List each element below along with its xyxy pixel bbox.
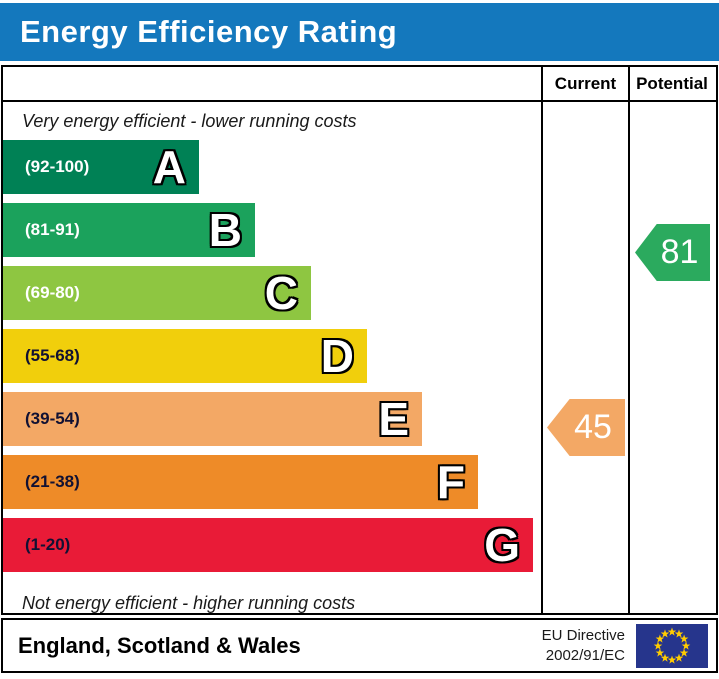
table-header-row: Current Potential — [3, 67, 716, 102]
header-spacer — [3, 67, 541, 100]
band-f-letter: F — [436, 456, 465, 508]
bottom-note: Not energy efficient - higher running co… — [22, 593, 356, 613]
potential-column: 81 — [628, 102, 714, 613]
current-rating-arrow: 45 — [547, 399, 625, 456]
band-row-e: (39-54) E — [3, 392, 541, 446]
title-bar: Energy Efficiency Rating — [0, 3, 719, 61]
band-row-a: (92-100) A — [3, 140, 541, 194]
footer-bar: England, Scotland & Wales EU Directive 2… — [1, 618, 718, 673]
top-note: Very energy efficient - lower running co… — [22, 111, 357, 131]
band-f-bar: (21-38) F — [3, 455, 478, 509]
current-column: 45 — [541, 102, 628, 613]
band-d-range-label: (55-68) — [25, 346, 80, 365]
band-c-range-label: (69-80) — [25, 283, 80, 302]
band-row-f: (21-38) F — [3, 455, 541, 509]
band-row-d: (55-68) D — [3, 329, 541, 383]
band-b-bar: (81-91) B — [3, 203, 255, 257]
band-a-range-label: (92-100) — [25, 157, 90, 176]
band-row-b: (81-91) B — [3, 203, 541, 257]
band-d-letter: D — [320, 330, 354, 382]
band-d-bar: (55-68) D — [3, 329, 367, 383]
rating-table: Current Potential Very energy efficient … — [1, 65, 718, 615]
current-column-header: Current — [541, 67, 628, 100]
region-label: England, Scotland & Wales — [18, 632, 301, 658]
band-g-range-label: (1-20) — [25, 535, 71, 554]
page-title: Energy Efficiency Rating — [20, 14, 398, 49]
band-b-range-label: (81-91) — [25, 220, 80, 239]
eu-directive-label: EU Directive 2002/91/EC — [542, 626, 636, 665]
band-e-bar: (39-54) E — [3, 392, 422, 446]
band-g-letter: G — [484, 519, 520, 571]
current-rating-value: 45 — [574, 408, 612, 446]
band-a-bar: (92-100) A — [3, 140, 199, 194]
band-c-bar: (69-80) C — [3, 266, 311, 320]
eu-directive-line2: 2002/91/EC — [545, 646, 625, 664]
band-row-g: (1-20) G — [3, 518, 541, 572]
band-e-range-label: (39-54) — [25, 409, 80, 428]
band-row-c: (69-80) C — [3, 266, 541, 320]
potential-rating-value: 81 — [660, 233, 699, 271]
band-c-letter: C — [264, 267, 298, 319]
band-e-letter: E — [378, 393, 409, 445]
eu-flag-icon — [636, 623, 708, 668]
band-g-bar: (1-20) G — [3, 518, 533, 572]
bands-column: Very energy efficient - lower running co… — [3, 102, 541, 613]
potential-rating-arrow: 81 — [635, 224, 710, 281]
band-a-letter: A — [152, 141, 186, 193]
table-body-row: Very energy efficient - lower running co… — [3, 102, 716, 613]
eu-directive-line1: EU Directive — [541, 627, 625, 644]
band-b-letter: B — [208, 204, 242, 256]
band-f-range-label: (21-38) — [25, 472, 80, 491]
potential-column-header: Potential — [628, 67, 714, 100]
